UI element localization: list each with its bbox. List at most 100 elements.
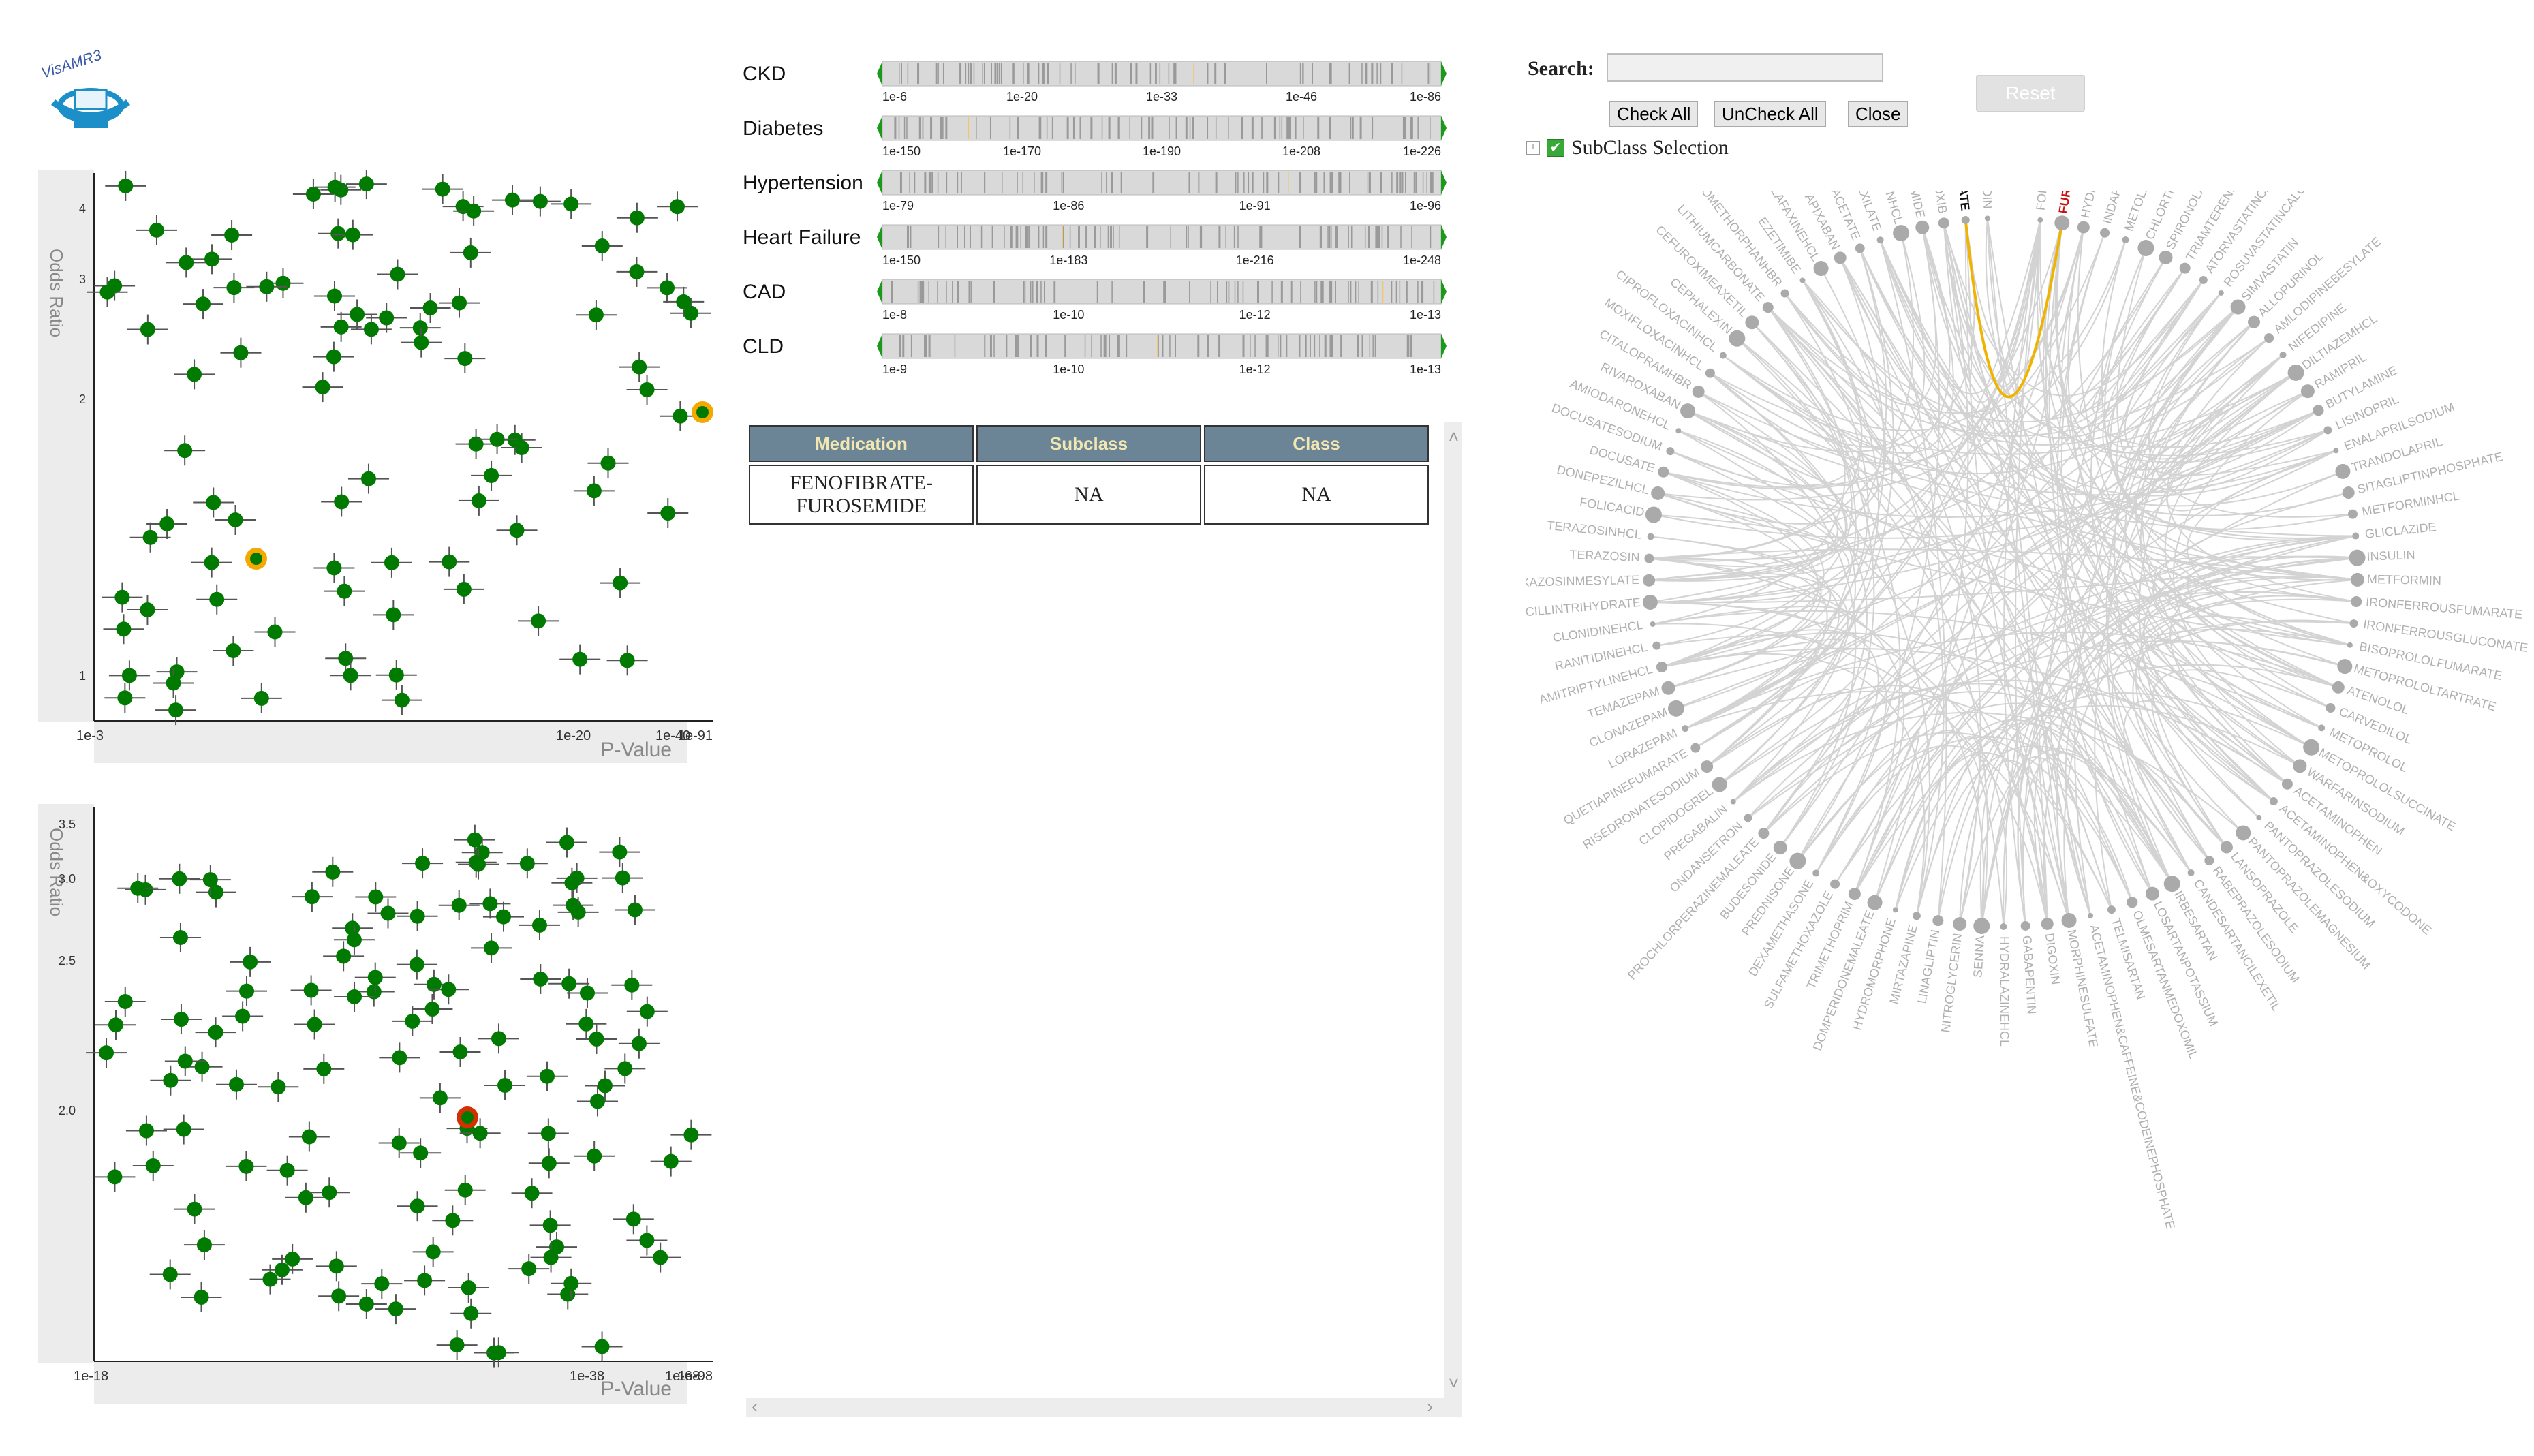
drug-node[interactable] xyxy=(2179,262,2191,274)
data-point[interactable] xyxy=(325,864,341,880)
data-point[interactable] xyxy=(660,506,676,521)
drug-node[interactable] xyxy=(2342,486,2355,499)
data-point[interactable] xyxy=(130,880,146,896)
drug-node[interactable] xyxy=(1867,895,1883,910)
class-header[interactable]: Class xyxy=(1204,425,1429,462)
data-point[interactable] xyxy=(615,870,630,886)
data-point[interactable] xyxy=(467,832,482,848)
data-point[interactable] xyxy=(589,1031,604,1047)
data-point[interactable] xyxy=(163,1072,179,1088)
data-point[interactable] xyxy=(676,294,692,309)
data-point[interactable] xyxy=(600,455,616,471)
data-point[interactable] xyxy=(639,1004,655,1019)
track-right-handle[interactable] xyxy=(1441,334,1447,358)
data-point[interactable] xyxy=(588,307,604,323)
data-point[interactable] xyxy=(392,1050,407,1066)
drug-node[interactable] xyxy=(1745,315,1759,330)
data-point[interactable] xyxy=(435,181,450,197)
data-point[interactable] xyxy=(176,1121,191,1137)
data-point[interactable] xyxy=(177,1053,193,1069)
data-point[interactable] xyxy=(457,1182,473,1198)
drug-node[interactable] xyxy=(2313,405,2324,416)
data-point[interactable] xyxy=(168,702,184,718)
drug-node[interactable] xyxy=(2145,886,2159,901)
data-point[interactable] xyxy=(470,856,486,872)
track-right-handle[interactable] xyxy=(1441,116,1447,140)
data-point[interactable] xyxy=(386,607,401,623)
drug-node[interactable] xyxy=(1938,217,1949,229)
drug-node[interactable] xyxy=(1730,799,1736,805)
data-point[interactable] xyxy=(449,1337,465,1353)
drug-node[interactable] xyxy=(2347,642,2353,648)
data-point[interactable] xyxy=(532,193,548,209)
data-point[interactable] xyxy=(425,1244,441,1260)
data-point[interactable] xyxy=(663,1153,679,1169)
data-point[interactable] xyxy=(542,1218,558,1233)
drug-node[interactable] xyxy=(1812,869,1820,877)
data-point[interactable] xyxy=(117,690,133,706)
data-point[interactable] xyxy=(673,408,688,424)
drug-node[interactable] xyxy=(2287,364,2304,381)
data-point[interactable] xyxy=(187,367,202,382)
drug-label[interactable]: DOXAZOSINMESYLATE xyxy=(1502,573,1639,590)
scroll-right-icon[interactable]: › xyxy=(1427,1396,1433,1416)
data-point[interactable] xyxy=(613,575,628,591)
drug-node[interactable] xyxy=(2037,217,2043,223)
data-point[interactable] xyxy=(388,1301,403,1317)
data-point[interactable] xyxy=(334,494,350,510)
data-point[interactable] xyxy=(224,227,240,243)
drug-node[interactable] xyxy=(1932,915,1944,927)
drug-label[interactable]: FOLICACID xyxy=(1579,495,1645,519)
track-slider[interactable]: 1e-150 1e-170 1e-190 1e-208 1e-226 xyxy=(876,112,1448,159)
check-all-button[interactable]: Check All xyxy=(1609,101,1699,127)
drug-label[interactable]: LINAGLIPTIN xyxy=(1915,929,1942,1005)
data-point[interactable] xyxy=(194,1059,210,1074)
drug-node[interactable] xyxy=(1961,215,1970,224)
data-point[interactable] xyxy=(347,989,362,1004)
track-left-handle[interactable] xyxy=(877,279,882,304)
data-point[interactable] xyxy=(140,602,155,618)
drug-node[interactable] xyxy=(1658,466,1669,478)
data-point[interactable] xyxy=(390,266,405,282)
data-point[interactable] xyxy=(374,1276,390,1292)
data-point[interactable] xyxy=(116,621,132,637)
data-point[interactable] xyxy=(619,653,635,668)
data-point[interactable] xyxy=(303,982,319,998)
drug-node[interactable] xyxy=(1876,236,1884,244)
drug-label[interactable]: SENNA xyxy=(1971,935,1987,978)
selected-link[interactable] xyxy=(1964,219,2064,399)
data-point[interactable] xyxy=(461,1280,476,1295)
data-point[interactable] xyxy=(337,583,352,599)
subclass-checkbox[interactable]: ✔ xyxy=(1547,139,1564,157)
data-point[interactable] xyxy=(271,1079,286,1095)
data-point[interactable] xyxy=(505,192,521,208)
drug-node[interactable] xyxy=(2204,856,2214,866)
data-point[interactable] xyxy=(426,976,442,992)
drug-label[interactable]: PROCHLORPERAZINEMALEATE xyxy=(1625,835,1762,982)
track-right-handle[interactable] xyxy=(1441,170,1447,195)
data-point[interactable] xyxy=(142,529,158,545)
data-point[interactable] xyxy=(594,1339,610,1354)
drug-node[interactable] xyxy=(2269,796,2278,805)
drug-node[interactable] xyxy=(2333,448,2339,454)
data-point[interactable] xyxy=(405,1013,420,1029)
data-point[interactable] xyxy=(482,896,498,912)
uncheck-all-button[interactable]: UnCheck All xyxy=(1714,101,1826,127)
data-point[interactable] xyxy=(579,985,595,1001)
drug-node[interactable] xyxy=(2218,290,2224,296)
data-point[interactable] xyxy=(233,345,249,360)
data-point[interactable] xyxy=(617,1061,633,1076)
track-slider[interactable]: 1e-150 1e-183 1e-216 1e-248 xyxy=(876,221,1448,268)
data-point[interactable] xyxy=(587,1148,602,1164)
data-point[interactable] xyxy=(209,591,225,607)
data-point[interactable] xyxy=(204,555,219,570)
data-point[interactable] xyxy=(683,1127,699,1143)
drug-node[interactable] xyxy=(1705,368,1715,378)
data-point[interactable] xyxy=(358,1296,374,1312)
data-point[interactable] xyxy=(279,1162,295,1178)
track-slider[interactable]: 1e-8 1e-10 1e-12 1e-13 xyxy=(876,275,1448,323)
drug-node[interactable] xyxy=(1915,220,1930,234)
data-point[interactable] xyxy=(432,1090,448,1106)
data-point[interactable] xyxy=(259,279,275,294)
data-point[interactable] xyxy=(559,835,574,850)
